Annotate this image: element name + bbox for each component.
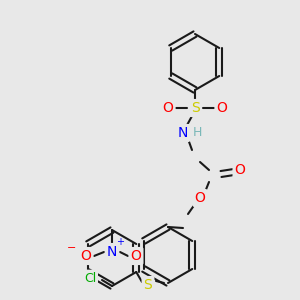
Text: −: −	[67, 243, 77, 253]
Text: O: O	[81, 249, 92, 263]
Text: S: S	[144, 278, 152, 292]
Text: Cl: Cl	[84, 272, 96, 284]
Text: O: O	[195, 191, 206, 205]
Text: N: N	[107, 245, 117, 259]
Text: N: N	[178, 126, 188, 140]
Text: +: +	[116, 237, 124, 247]
Text: H: H	[192, 127, 202, 140]
Text: O: O	[217, 101, 227, 115]
Text: O: O	[130, 249, 141, 263]
Text: S: S	[190, 101, 200, 115]
Text: O: O	[163, 101, 173, 115]
Text: O: O	[235, 163, 245, 177]
